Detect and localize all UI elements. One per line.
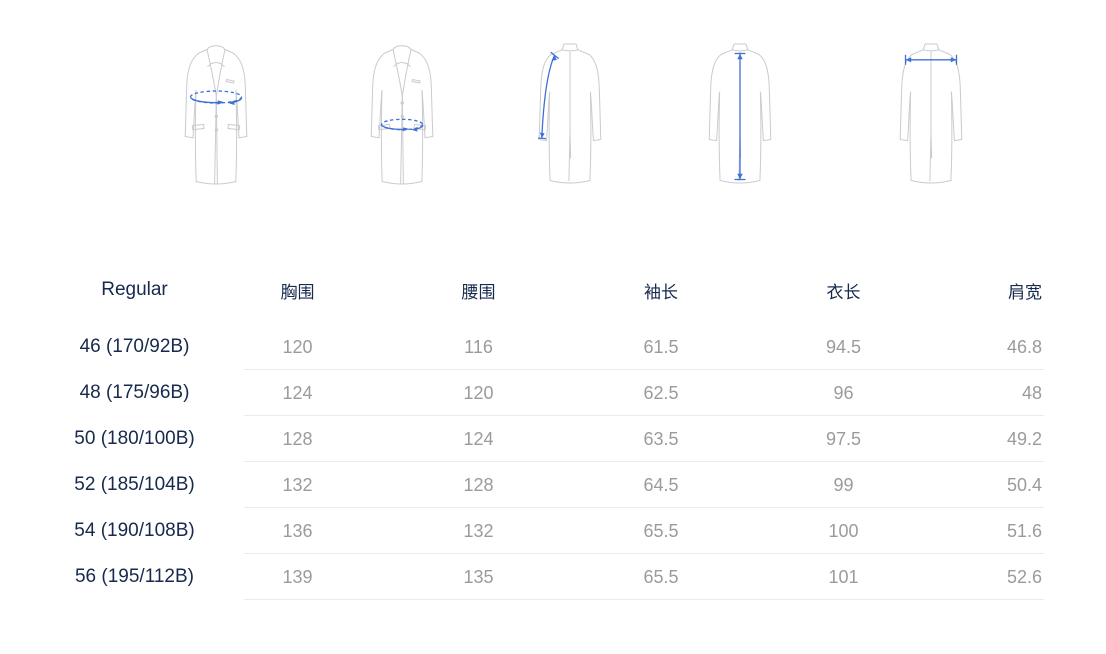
- chest-girth-diagram-icon: [171, 40, 261, 190]
- measurement-value: 61.5: [643, 336, 679, 357]
- waist-girth-diagram-icon: [357, 40, 447, 190]
- size-label: 52 (185/104B): [74, 474, 195, 495]
- measurement-value: 48: [1021, 382, 1042, 403]
- measurement-value: 97.5: [825, 428, 862, 449]
- table-row: 46 (170/92B) 120 116 61.5 94.5 46.8: [40, 324, 1044, 370]
- column-header-3: 衣长: [826, 282, 861, 302]
- measurement-value: 100: [828, 520, 859, 541]
- column-header-4: 肩宽: [1008, 282, 1042, 302]
- body-length-diagram-icon: [695, 40, 785, 190]
- measurement-value: 124: [463, 428, 494, 449]
- measurement-value: 128: [282, 428, 313, 449]
- measurement-value: 132: [463, 520, 494, 541]
- column-header-1: 腰围: [461, 282, 496, 302]
- measurement-value: 120: [463, 382, 494, 403]
- measurement-diagrams: [0, 0, 1106, 210]
- table-row: 52 (185/104B) 132 128 64.5 99 50.4: [40, 462, 1044, 508]
- size-label: 48 (175/96B): [79, 382, 190, 403]
- table-row: 56 (195/112B) 139 135 65.5 101 52.6: [40, 554, 1044, 600]
- measurement-value: 124: [282, 382, 313, 403]
- table-row: 50 (180/100B) 128 124 63.5 97.5 49.2: [40, 416, 1044, 462]
- measurement-value: 65.5: [643, 520, 679, 541]
- measurement-value: 65.5: [643, 566, 679, 587]
- measurement-value: 99: [833, 474, 854, 495]
- measurement-value: 64.5: [643, 474, 679, 495]
- size-table-body: 46 (170/92B) 120 116 61.5 94.5 46.8 48 (175/96…: [40, 324, 1044, 600]
- measurement-value: 96: [833, 382, 854, 403]
- measurement-value: 46.8: [1006, 336, 1042, 357]
- measurement-value: 135: [463, 566, 494, 587]
- size-label: 56 (195/112B): [74, 566, 194, 587]
- measurement-value: 136: [282, 520, 313, 541]
- sleeve-length-diagram-icon: [525, 40, 615, 190]
- measurement-value: 63.5: [643, 428, 679, 449]
- measurement-value: 116: [464, 336, 493, 357]
- shoulder-width-diagram-icon: [886, 40, 976, 190]
- size-label: 46 (170/92B): [79, 336, 190, 357]
- measurement-value: 52.6: [1006, 566, 1042, 587]
- size-table: Regular 胸围 腰围 袖长 衣长 肩宽 46 (170/92B) 120 116 61.…: [40, 266, 1044, 600]
- table-row: 48 (175/96B) 124 120 62.5 96 48: [40, 370, 1044, 416]
- measurement-value: 139: [282, 566, 313, 587]
- chest-girth-ellipse-icon: [189, 90, 243, 105]
- sleeve-length-line-icon: [537, 51, 560, 140]
- shoulder-width-line-icon: [904, 54, 958, 65]
- column-header-0: 胸围: [280, 282, 315, 302]
- measurement-value: 51.6: [1006, 520, 1042, 541]
- measurement-value: 120: [282, 336, 313, 357]
- measurement-value: 132: [282, 474, 313, 495]
- size-table-header: Regular 胸围 腰围 袖长 衣长 肩宽: [40, 266, 1044, 314]
- measurement-value: 62.5: [643, 382, 679, 403]
- column-header-2: 袖长: [644, 282, 678, 302]
- measurement-value: 94.5: [825, 336, 862, 357]
- measurement-value: 128: [463, 474, 494, 495]
- column-header-fit: Regular: [101, 279, 168, 300]
- body-length-line-icon: [734, 52, 746, 181]
- size-label: 50 (180/100B): [74, 428, 195, 449]
- size-label: 54 (190/108B): [74, 520, 195, 541]
- measurement-value: 49.2: [1006, 428, 1042, 449]
- measurement-value: 101: [828, 566, 859, 587]
- table-row: 54 (190/108B) 136 132 65.5 100 51.6: [40, 508, 1044, 554]
- measurement-value: 50.4: [1006, 474, 1042, 495]
- waist-girth-ellipse-icon: [380, 118, 424, 132]
